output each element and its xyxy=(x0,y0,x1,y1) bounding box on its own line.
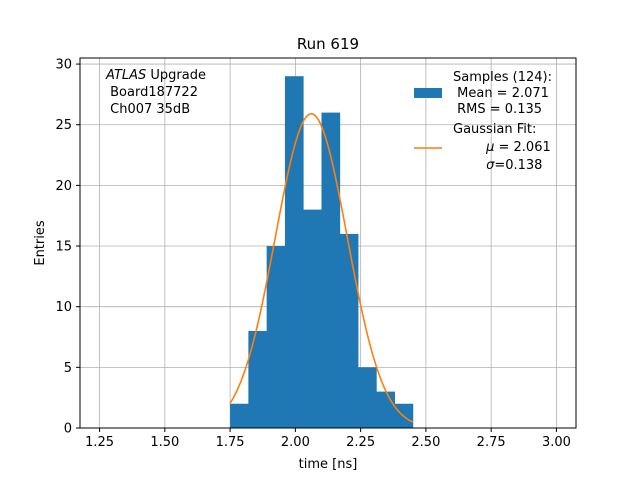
x-tick-label: 2.75 xyxy=(477,435,506,450)
y-tick-label: 10 xyxy=(55,300,72,315)
atlas-annotation: ATLAS Upgrade Board187722 Ch007 35dB xyxy=(105,68,206,117)
y-axis-label: Entries xyxy=(33,220,48,266)
y-tick-label: 20 xyxy=(55,179,72,194)
plot-frame xyxy=(79,57,577,429)
x-axis-ticks: 1.25 1.50 1.75 2.00 2.25 2.50 2.75 3.00 xyxy=(85,428,571,450)
y-tick-label: 0 xyxy=(64,422,72,437)
histogram-bar xyxy=(358,367,377,428)
legend-fit-mu: μ = 2.061 xyxy=(453,140,571,155)
x-tick-label: 1.75 xyxy=(216,435,245,450)
sigma-symbol: σ xyxy=(486,158,495,173)
legend-samples-rms: RMS = 0.135 xyxy=(453,102,542,117)
legend: Samples (124): Mean = 2.071 RMS = 0.135 … xyxy=(414,70,571,173)
annotation-channel: Ch007 35dB xyxy=(106,102,190,117)
x-tick-label: 2.25 xyxy=(346,435,375,450)
y-tick-label: 15 xyxy=(55,240,72,255)
legend-fit-sigma: σ=0.138 xyxy=(453,158,563,173)
histogram-bar xyxy=(248,330,268,428)
x-tick-label: 1.25 xyxy=(85,435,114,450)
x-axis-label: time [ns] xyxy=(299,457,358,472)
y-axis-ticks: 0 5 10 15 20 25 30 xyxy=(55,58,80,437)
sigma-value: =0.138 xyxy=(494,158,542,173)
histogram-bar xyxy=(230,403,249,428)
histogram-bar xyxy=(376,391,395,428)
y-tick-label: 30 xyxy=(55,58,72,73)
mu-symbol: μ xyxy=(485,140,494,155)
annotation-board: Board187722 xyxy=(106,85,198,100)
x-tick-label: 3.00 xyxy=(542,435,571,450)
legend-samples-mean: Mean = 2.071 xyxy=(453,86,549,101)
svg-text:ATLAS Upgrade: ATLAS Upgrade xyxy=(105,68,206,83)
legend-samples-patch xyxy=(414,88,442,98)
histogram-bar xyxy=(303,209,322,428)
y-tick-label: 5 xyxy=(64,361,72,376)
histogram-bar xyxy=(266,246,286,428)
legend-samples-title: Samples (124): xyxy=(453,70,552,85)
histogram-bars xyxy=(230,76,414,429)
legend-fit-title: Gaussian Fit: xyxy=(453,122,536,137)
x-tick-label: 1.50 xyxy=(150,435,179,450)
histogram-bar xyxy=(321,112,341,429)
mu-value: = 2.061 xyxy=(494,140,550,155)
annotation-atlas: ATLAS xyxy=(105,68,146,83)
chart-title: Run 619 xyxy=(297,35,359,53)
gaussian-fit-curve xyxy=(229,113,414,423)
y-tick-label: 25 xyxy=(55,118,72,133)
x-tick-label: 2.50 xyxy=(411,435,440,450)
x-tick-label: 2.00 xyxy=(281,435,310,450)
histogram-bar xyxy=(339,233,359,428)
annotation-upgrade: Upgrade xyxy=(146,68,206,83)
